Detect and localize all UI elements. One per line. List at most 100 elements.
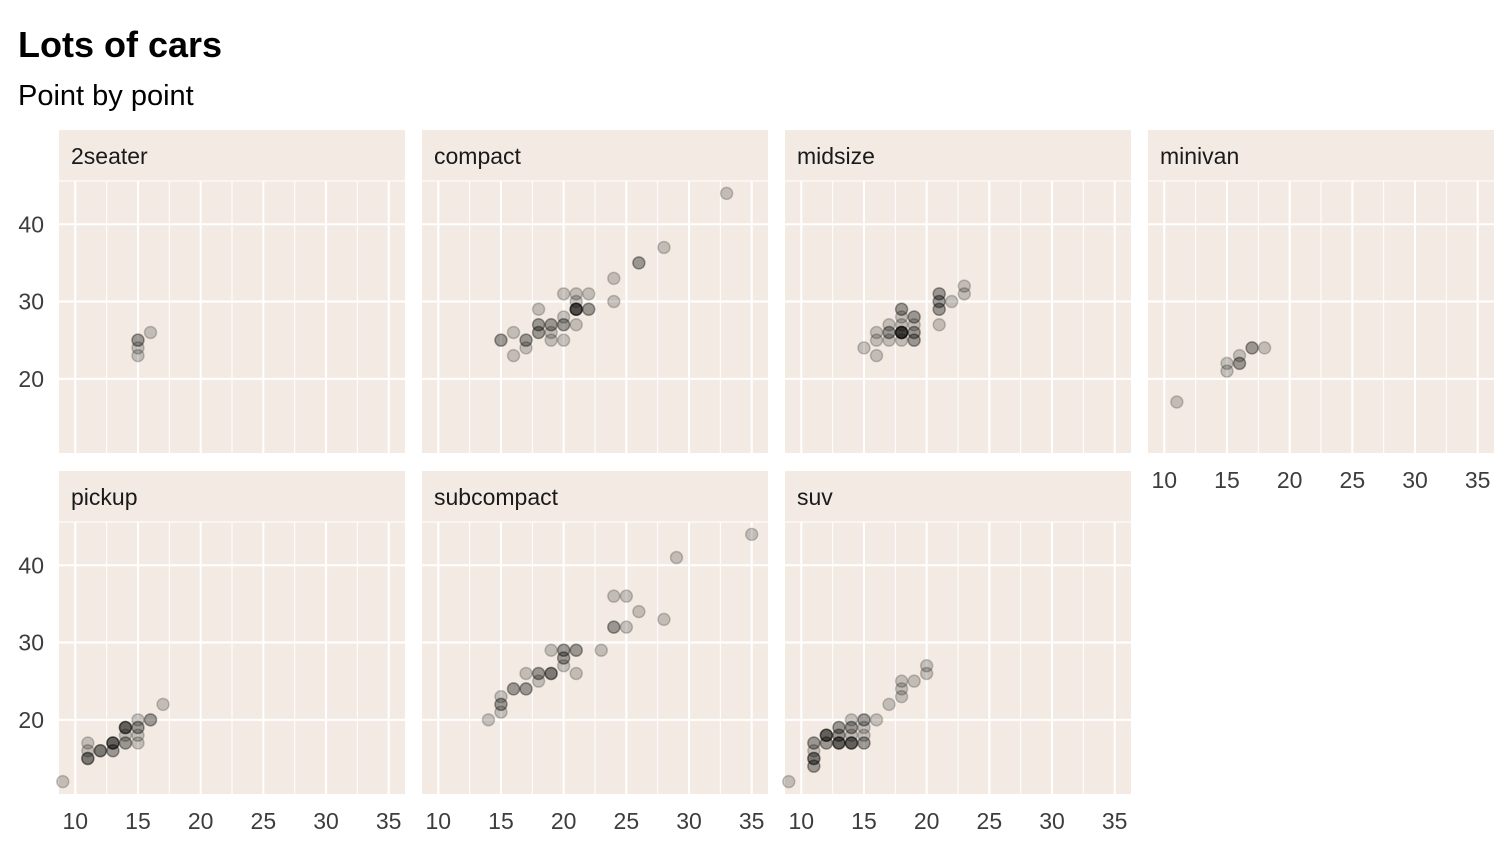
data-point xyxy=(569,317,583,332)
data-point xyxy=(844,736,859,750)
y-tick-label: 30 xyxy=(18,630,44,656)
data-point xyxy=(506,682,521,696)
data-point xyxy=(882,325,896,340)
data-point xyxy=(819,728,834,743)
y-tick-label: 40 xyxy=(18,211,44,237)
data-point xyxy=(81,736,95,750)
data-point xyxy=(56,774,70,789)
data-point xyxy=(81,751,95,766)
data-point xyxy=(1232,356,1247,371)
data-point xyxy=(519,333,533,347)
data-point xyxy=(894,325,909,340)
data-point xyxy=(807,736,821,750)
x-tick-label: 30 xyxy=(1039,808,1065,834)
data-point xyxy=(531,317,546,332)
data-point xyxy=(544,333,558,347)
x-tick-label: 30 xyxy=(313,808,339,834)
data-point xyxy=(519,333,533,347)
data-point xyxy=(807,751,821,766)
data-point xyxy=(81,751,95,766)
data-point xyxy=(494,689,508,704)
data-point xyxy=(93,743,108,758)
data-point xyxy=(519,682,533,696)
data-point xyxy=(844,736,859,750)
data-point xyxy=(894,325,909,340)
data-point xyxy=(544,666,558,681)
data-point xyxy=(106,736,120,750)
data-point xyxy=(544,317,558,332)
data-point xyxy=(131,728,145,743)
x-tick-label: 10 xyxy=(63,808,89,834)
data-point xyxy=(607,271,621,286)
data-point xyxy=(531,317,546,332)
data-point xyxy=(494,697,508,712)
data-point xyxy=(932,317,946,332)
data-point xyxy=(807,751,821,766)
data-point xyxy=(106,736,120,750)
data-point xyxy=(894,325,909,340)
data-point xyxy=(143,713,158,727)
data-point xyxy=(832,728,846,743)
data-point xyxy=(832,736,846,750)
x-tick-label: 25 xyxy=(614,808,640,834)
data-point xyxy=(1245,341,1259,355)
data-point xyxy=(556,317,571,332)
data-point xyxy=(819,728,834,743)
x-tick-label: 15 xyxy=(1214,467,1240,493)
x-tick-label: 25 xyxy=(977,808,1003,834)
data-point xyxy=(932,302,946,317)
facet-label: subcompact xyxy=(434,484,559,510)
data-point xyxy=(894,302,909,317)
data-point xyxy=(544,666,558,681)
data-point xyxy=(519,341,533,355)
data-point xyxy=(569,643,583,658)
data-point xyxy=(857,736,871,750)
data-point xyxy=(657,240,671,255)
data-point xyxy=(619,589,634,603)
facet-label: 2seater xyxy=(71,143,148,169)
facet-label: midsize xyxy=(797,143,875,169)
x-tick-label: 20 xyxy=(1277,467,1303,493)
data-point xyxy=(118,720,133,735)
data-point xyxy=(569,287,583,301)
data-point xyxy=(907,674,921,688)
facet-panel-minivan: minivan xyxy=(1148,130,1494,453)
data-point xyxy=(894,682,909,696)
data-point xyxy=(531,302,546,317)
data-point xyxy=(832,736,846,750)
chart-title: Lots of cars xyxy=(18,24,223,65)
data-point xyxy=(1220,364,1234,378)
data-point xyxy=(807,751,821,766)
data-point xyxy=(93,743,108,758)
data-point xyxy=(832,720,846,735)
x-tick-label: 20 xyxy=(188,808,214,834)
data-point xyxy=(1232,348,1247,363)
data-point xyxy=(632,256,646,270)
facet-label: suv xyxy=(797,484,833,510)
data-point xyxy=(531,666,546,681)
data-point xyxy=(581,302,596,317)
data-point xyxy=(857,341,871,355)
facet-panel-2seater: 2seater xyxy=(59,130,405,453)
chart-subtitle: Point by point xyxy=(18,80,194,112)
x-tick-label: 25 xyxy=(251,808,277,834)
data-point xyxy=(907,317,921,332)
data-point xyxy=(907,310,921,324)
data-point xyxy=(106,743,120,758)
data-point xyxy=(131,713,145,727)
data-point xyxy=(719,186,734,201)
x-tick-label: 10 xyxy=(426,808,452,834)
data-point xyxy=(919,666,934,681)
data-point xyxy=(494,697,508,712)
data-point xyxy=(619,620,634,634)
data-point xyxy=(569,302,583,317)
data-point xyxy=(494,333,508,347)
data-point xyxy=(1232,356,1247,371)
data-point xyxy=(632,604,646,619)
data-point xyxy=(882,697,896,712)
data-point xyxy=(106,743,120,758)
data-point xyxy=(907,325,921,340)
x-tick-label: 35 xyxy=(376,808,402,834)
data-point xyxy=(819,728,834,743)
